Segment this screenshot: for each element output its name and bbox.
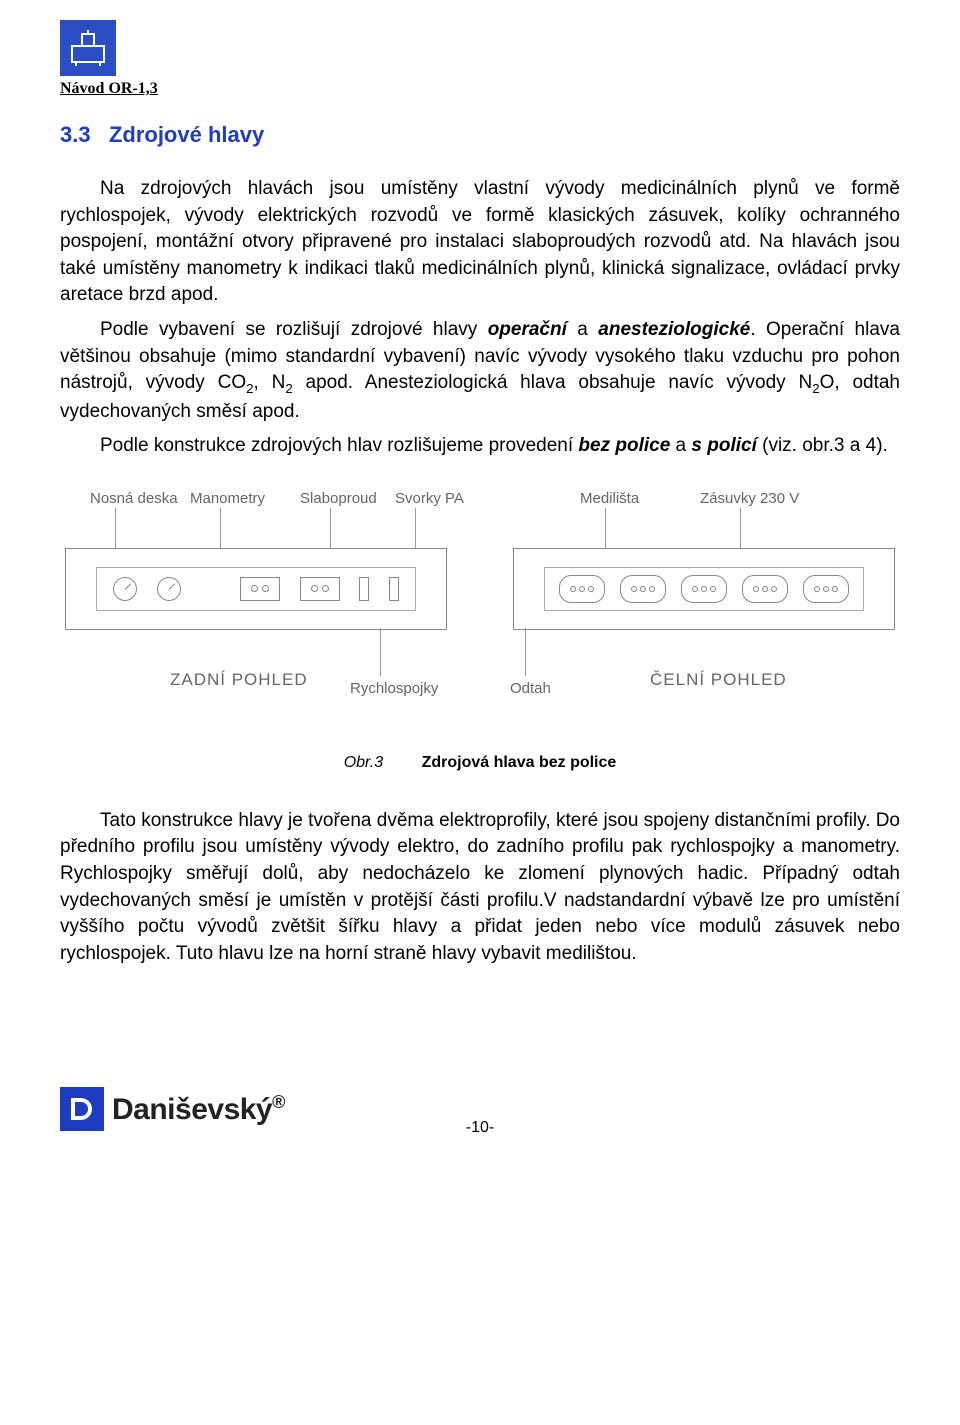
para4-text: Tato konstrukce hlavy je tvořena dvěma e… [60, 810, 900, 964]
para1-text: Na zdrojových hlavách jsou umístěny vlas… [60, 178, 900, 305]
socket-pair-icon [240, 577, 280, 601]
paragraph-3: Podle konstrukce zdrojových hlav rozlišu… [60, 433, 900, 460]
label-slaboproud: Slaboproud [300, 490, 377, 507]
front-view-panel [513, 548, 895, 630]
paragraph-2: Podle vybavení se rozlišují zdrojové hla… [60, 317, 900, 425]
label-zasuvky: Zásuvky 230 V [700, 490, 799, 507]
outlet-icon [559, 575, 605, 603]
doc-label: Návod OR-1,3 [60, 80, 900, 98]
page-number: -10- [466, 1119, 494, 1137]
outlet-icon [803, 575, 849, 603]
header-icon [60, 20, 116, 76]
gauge-icon [157, 577, 181, 601]
gauge-icon [113, 577, 137, 601]
clamp-icon [359, 577, 369, 601]
figure-caption: Obr.3 Zdrojová hlava bez police [60, 754, 900, 772]
section-number: 3.3 [60, 122, 91, 147]
label-svorky: Svorky PA [395, 490, 464, 507]
label-zadni: ZADNÍ POHLED [170, 670, 308, 690]
label-odtah: Odtah [510, 680, 551, 697]
paragraph-4: Tato konstrukce hlavy je tvořena dvěma e… [60, 808, 900, 968]
label-rychlospojky: Rychlospojky [350, 680, 438, 697]
footer: Daniševský® -10- [60, 1087, 900, 1147]
label-nosna: Nosná deska [90, 490, 178, 507]
outlet-icon [620, 575, 666, 603]
clamp-icon [389, 577, 399, 601]
rear-view-panel [65, 548, 447, 630]
section-title: 3.3 Zdrojové hlavy [60, 122, 900, 148]
logo-icon [60, 1087, 104, 1131]
label-manometry: Manometry [190, 490, 265, 507]
brand-name: Daniševský [112, 1093, 272, 1126]
registered-mark: ® [272, 1092, 285, 1112]
socket-pair-icon [300, 577, 340, 601]
outlet-icon [681, 575, 727, 603]
outlet-icon [742, 575, 788, 603]
label-medilista: Medilišta [580, 490, 639, 507]
section-heading: Zdrojové hlavy [109, 122, 264, 147]
paragraph-1: Na zdrojových hlavách jsou umístěny vlas… [60, 176, 900, 309]
figure-diagram: Nosná deska Manometry Slaboproud Svorky … [60, 490, 900, 730]
figure-number: Obr.3 [344, 754, 383, 771]
label-celni: ČELNÍ POHLED [650, 670, 787, 690]
figure-title: Zdrojová hlava bez police [422, 754, 617, 771]
